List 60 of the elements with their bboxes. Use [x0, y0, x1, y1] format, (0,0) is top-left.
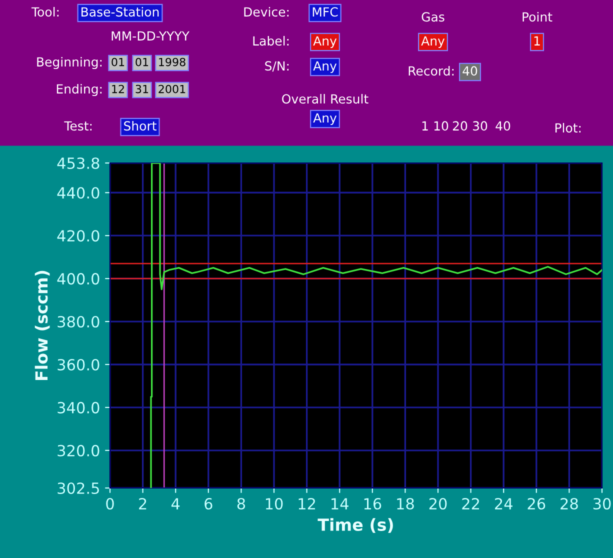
text: Point: [522, 12, 552, 22]
text: Plot:: [555, 122, 581, 133]
text: Gas: [422, 12, 444, 22]
y-axis-title: Flow (sccm): [34, 270, 50, 380]
text: Base-Station: [82, 6, 159, 17]
text: 1: [422, 121, 428, 130]
x-tick-label: 2: [139, 498, 146, 510]
x-tick-label: 20: [429, 498, 447, 510]
text: Any: [313, 61, 337, 74]
x-tick-label: 6: [204, 498, 212, 510]
x-tick-label: 14: [332, 498, 348, 510]
y-tick-label: 302.5: [58, 482, 99, 494]
text: 40: [462, 66, 478, 76]
x-tick-label: 4: [171, 498, 180, 510]
x-tick-label: 26: [528, 498, 546, 510]
text: 12: [112, 84, 124, 94]
text: Overall Result: [282, 94, 368, 104]
y-tick-label: 420.0: [57, 230, 100, 242]
x-tick-label: 10: [266, 498, 283, 510]
x-tick-label: 0: [106, 498, 114, 510]
text: 20: [452, 121, 468, 131]
text: Label:: [253, 36, 289, 46]
y-tick-label: 400.0: [57, 273, 100, 285]
text: Beginning:: [37, 56, 102, 70]
y-tick-label: 360.0: [58, 358, 100, 371]
x-tick-label: 8: [237, 498, 246, 510]
text: Any: [421, 36, 445, 48]
text: 40: [496, 121, 510, 131]
text: Short: [124, 120, 156, 131]
x-tick-label: 22: [462, 498, 479, 510]
text: 01: [136, 58, 148, 66]
x-tick-label: 30: [593, 498, 611, 510]
text: 31: [136, 84, 148, 94]
text: Test:: [64, 121, 92, 131]
text: Any: [313, 36, 337, 48]
text: S/N:: [265, 61, 289, 72]
text: Ending:: [56, 84, 102, 96]
y-tick-label: 320.0: [58, 444, 100, 456]
text: 2001: [158, 84, 186, 94]
y-tick-label: 440.0: [57, 187, 100, 199]
y-tick-label: 453.8: [57, 157, 100, 170]
y-tick-label: 340.0: [58, 402, 100, 414]
x-tick-label: 18: [397, 498, 414, 510]
text: MFC: [312, 7, 338, 17]
text: MM-DD-YYYY: [112, 31, 190, 40]
text: Device:: [244, 6, 289, 17]
text: Record:: [408, 66, 454, 76]
x-axis-title: Time (s): [318, 518, 393, 533]
x-tick-label: 12: [298, 498, 315, 510]
x-tick-label: 28: [560, 498, 578, 510]
text: Any: [313, 113, 337, 126]
x-tick-label: 16: [364, 498, 382, 510]
text: 1998: [159, 58, 186, 66]
text: 30: [473, 121, 488, 131]
text: 10: [434, 121, 448, 131]
text: 01: [112, 58, 124, 66]
x-tick-label: 24: [495, 498, 512, 510]
text: Tool:: [31, 6, 59, 17]
y-tick-label: 380.0: [58, 316, 100, 328]
text: 1: [534, 36, 540, 46]
